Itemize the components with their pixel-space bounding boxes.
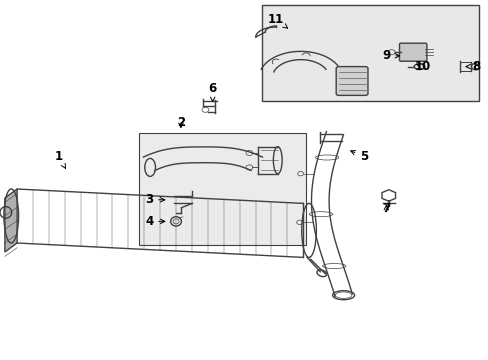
Text: 3: 3 xyxy=(145,193,164,206)
Polygon shape xyxy=(5,189,17,252)
Text: 5: 5 xyxy=(350,150,367,163)
Bar xyxy=(139,133,305,245)
Bar xyxy=(261,5,478,101)
FancyBboxPatch shape xyxy=(399,43,426,61)
Text: 4: 4 xyxy=(145,215,164,228)
Text: 1: 1 xyxy=(55,150,65,168)
Text: 8: 8 xyxy=(465,60,480,73)
Text: 11: 11 xyxy=(267,13,287,28)
FancyBboxPatch shape xyxy=(336,67,367,95)
Text: 7: 7 xyxy=(382,202,389,215)
Text: 10: 10 xyxy=(414,60,430,73)
Text: 2: 2 xyxy=(177,116,184,129)
Text: 6: 6 xyxy=(208,82,216,102)
Text: 9: 9 xyxy=(382,49,399,62)
